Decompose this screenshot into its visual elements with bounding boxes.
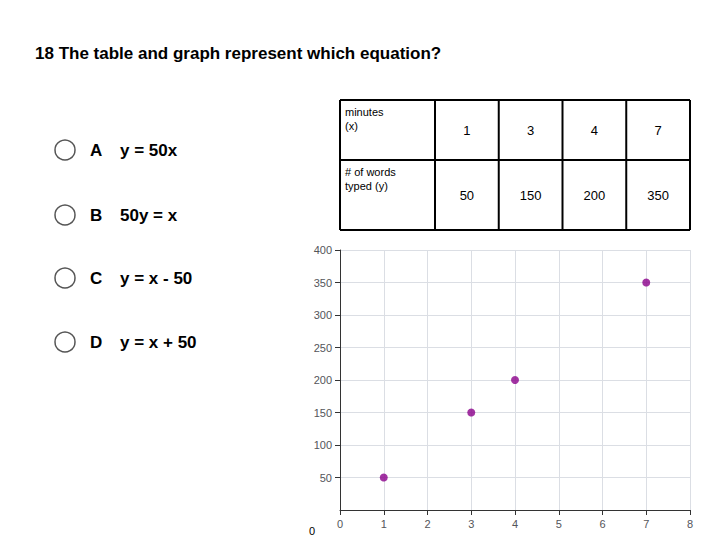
svg-text:3: 3 xyxy=(468,518,474,530)
svg-text:y = 50x: y = 50x xyxy=(120,141,178,160)
svg-text:(x): (x) xyxy=(345,120,358,132)
svg-text:A: A xyxy=(90,141,102,160)
svg-text:350: 350 xyxy=(647,188,669,203)
svg-text:# of words: # of words xyxy=(345,166,396,178)
svg-text:B: B xyxy=(90,206,102,225)
svg-text:1: 1 xyxy=(463,123,470,138)
svg-text:150: 150 xyxy=(520,188,542,203)
svg-text:200: 200 xyxy=(584,188,606,203)
svg-text:7: 7 xyxy=(643,518,649,530)
svg-text:250: 250 xyxy=(314,342,332,354)
svg-text:y = x + 50: y = x + 50 xyxy=(120,333,197,352)
svg-text:350: 350 xyxy=(314,277,332,289)
svg-text:typed (y): typed (y) xyxy=(345,180,388,192)
svg-text:4: 4 xyxy=(591,123,598,138)
svg-text:50y = x: 50y = x xyxy=(120,206,178,225)
svg-text:400: 400 xyxy=(314,244,332,256)
svg-text:C: C xyxy=(90,269,102,288)
svg-text:0: 0 xyxy=(309,525,315,537)
svg-text:3: 3 xyxy=(527,123,534,138)
svg-text:2: 2 xyxy=(424,518,430,530)
svg-text:minutes: minutes xyxy=(345,106,384,118)
svg-text:150: 150 xyxy=(314,407,332,419)
svg-text:200: 200 xyxy=(314,374,332,386)
svg-text:D: D xyxy=(90,333,102,352)
svg-text:5: 5 xyxy=(556,518,562,530)
svg-text:7: 7 xyxy=(655,123,662,138)
svg-text:6: 6 xyxy=(599,518,605,530)
svg-text:18 The table and graph represe: 18 The table and graph represent which e… xyxy=(35,44,441,63)
svg-text:0: 0 xyxy=(337,518,343,530)
svg-text:50: 50 xyxy=(460,188,474,203)
svg-text:4: 4 xyxy=(512,518,518,530)
svg-text:1: 1 xyxy=(381,518,387,530)
svg-text:300: 300 xyxy=(314,309,332,321)
svg-text:y = x - 50: y = x - 50 xyxy=(120,269,192,288)
svg-text:8: 8 xyxy=(687,518,693,530)
svg-text:50: 50 xyxy=(320,472,332,484)
svg-text:100: 100 xyxy=(314,439,332,451)
